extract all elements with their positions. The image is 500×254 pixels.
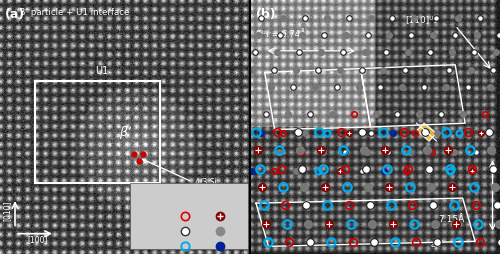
Text: Cᵁ₁ = 6.74Å: Cᵁ₁ = 6.74Å — [256, 30, 306, 39]
Text: Si: Si — [140, 211, 147, 220]
Text: [100]: [100] — [27, 235, 48, 244]
Text: β’ particle + U1 interface: β’ particle + U1 interface — [20, 8, 130, 17]
Bar — [130, 183, 248, 249]
Text: ½: ½ — [216, 193, 224, 202]
Text: 7.15Å: 7.15Å — [438, 215, 464, 224]
Text: z: z — [160, 193, 164, 202]
Polygon shape — [416, 123, 436, 141]
Text: Al: Al — [140, 227, 147, 236]
Text: [110]ᵁ₁: [110]ᵁ₁ — [406, 15, 438, 24]
Text: U1: U1 — [95, 66, 108, 76]
Text: β’: β’ — [119, 125, 131, 139]
Text: (b): (b) — [256, 8, 276, 21]
Text: [010]: [010] — [2, 201, 12, 221]
Text: Mg: Mg — [140, 242, 151, 251]
Text: 0: 0 — [182, 193, 188, 202]
Text: 4/3 Si
corner
occupation: 4/3 Si corner occupation — [142, 159, 238, 208]
Bar — [35, 81, 160, 183]
Text: (a): (a) — [5, 8, 25, 21]
Text: aβ′: aβ′ — [430, 240, 444, 249]
